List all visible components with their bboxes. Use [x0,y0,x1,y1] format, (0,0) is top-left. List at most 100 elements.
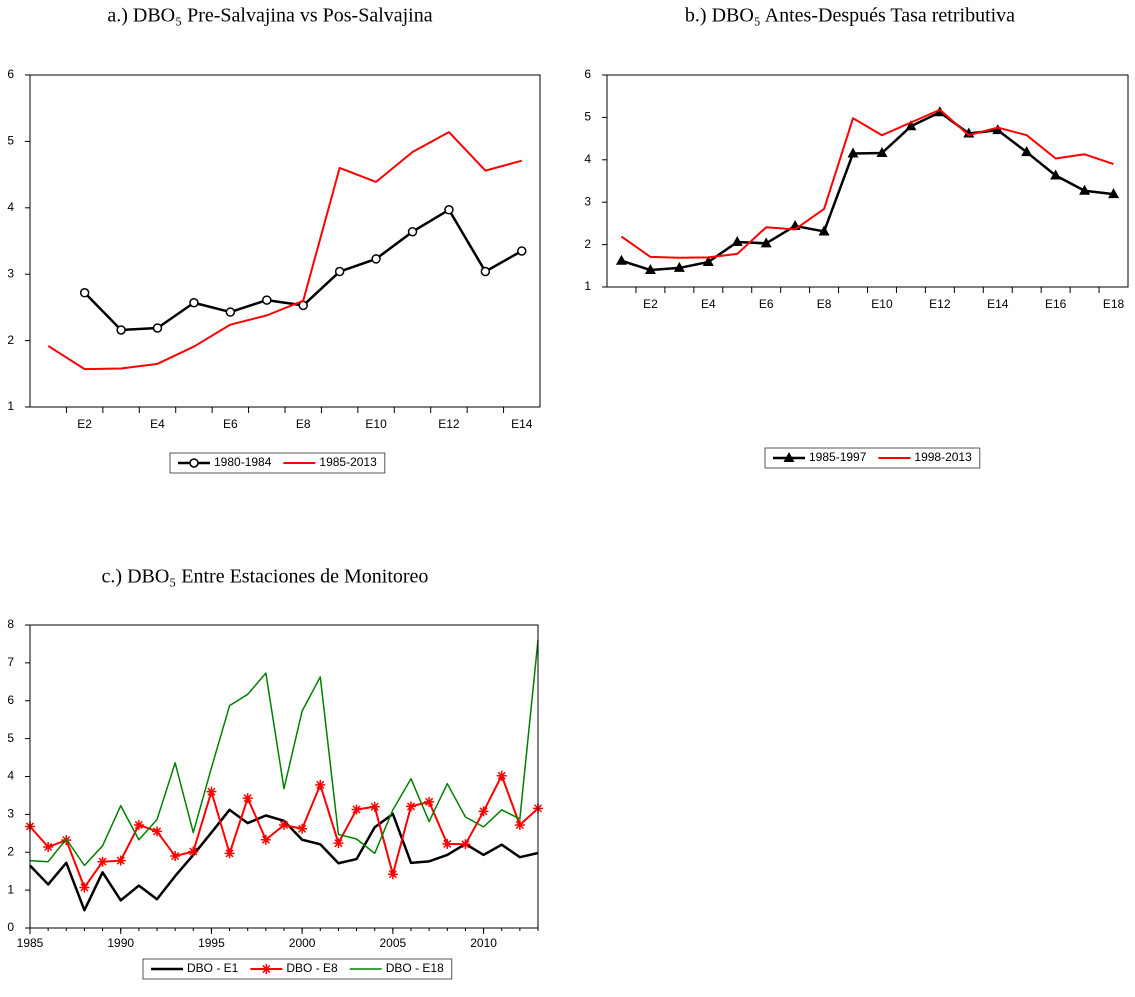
x-tick-label: E18 [1103,297,1125,311]
legend-label: 1985-1997 [809,450,867,464]
legend-label: 1985-2013 [319,455,377,469]
x-tick-label: 1995 [198,936,225,950]
y-tick-label: 6 [7,693,14,707]
y-tick-label: 4 [7,200,14,214]
marker [480,266,491,277]
marker [371,254,381,264]
y-tick-label: 3 [7,807,14,821]
y-tick-label: 2 [7,844,14,858]
y-tick-label: 7 [7,655,14,669]
legend-box [764,447,981,469]
chart-title: b.) DBO₅ Antes-Después Tasa retributiva [685,5,1015,27]
x-tick-label: E4 [701,297,716,311]
legend-label: DBO - E18 [386,961,444,975]
x-tick-label: E10 [871,297,893,311]
legend-label: DBO - E1 [187,961,239,975]
marker [170,851,181,862]
marker [225,307,236,317]
chart: c.) DBO₅ Entre Estaciones de Monitoreo 19… [7,566,543,980]
x-tick-label: 1985 [17,936,44,950]
legend: DBO - E1 DBO - E8 DBO - E18 [142,958,453,980]
marker [1079,184,1091,195]
marker [189,298,199,308]
chart-title: c.) DBO₅ Entre Estaciones de Monitoreo [102,566,429,588]
marker [731,236,743,247]
x-tick-label: E6 [759,297,774,311]
marker [905,120,917,131]
marker [673,261,685,272]
y-tick-label: 4 [584,152,591,166]
legend-label: 1998-2013 [914,450,972,464]
y-tick-label: 1 [7,399,14,413]
marker [615,254,627,265]
y-tick-label: 5 [584,110,591,124]
marker [496,770,507,781]
marker [406,801,416,812]
marker [297,823,308,834]
y-tick-label: 3 [7,266,14,280]
marker [262,295,272,305]
x-tick-label: E8 [296,417,311,431]
x-tick-label: E12 [438,417,460,431]
marker [876,147,888,158]
y-tick-label: 2 [7,333,14,347]
marker [934,106,946,117]
x-tick-label: E8 [817,297,832,311]
marker [351,804,362,815]
marker [206,786,217,797]
legend-label: 1980-1984 [214,455,272,469]
y-tick-label: 0 [7,920,14,934]
legend: 1985-1997 1998-2013 [764,447,981,469]
legend-box [169,452,386,474]
marker [333,838,344,849]
marker [444,205,454,215]
chart-title: a.) DBO₅ Pre-Salvajina vs Pos-Salvajina [107,5,432,27]
y-tick-label: 4 [7,769,14,783]
marker [260,834,271,845]
series-line [83,208,523,332]
x-tick-label: E10 [365,417,387,431]
legend-marker [783,452,795,462]
y-tick-label: 8 [7,617,14,631]
series-line [620,108,1114,259]
y-tick-label: 6 [584,67,591,81]
marker [760,237,772,248]
marker [116,325,126,335]
marker [115,855,126,866]
x-tick-label: 2000 [289,936,316,950]
marker [424,796,435,807]
marker [1021,146,1033,157]
marker [188,846,199,857]
marker [407,226,418,237]
x-tick-label: E14 [987,297,1009,311]
x-tick-label: 2005 [380,936,407,950]
legend-label: DBO - E8 [286,961,338,975]
marker [442,838,453,849]
series-line [621,111,1114,272]
marker [133,819,144,830]
y-tick-label: 1 [7,882,14,896]
chart: b.) DBO₅ Antes-Después Tasa retributiva E… [584,5,1129,469]
y-tick-label: 5 [7,134,14,148]
x-tick-label: E12 [929,297,951,311]
marker [315,779,326,790]
marker [702,255,714,266]
marker [152,826,162,837]
legend: 1980-1984 1985-2013 [169,452,386,474]
marker [242,793,253,804]
chart: a.) DBO₅ Pre-Salvajina vs Pos-Salvajina E… [7,5,541,474]
x-tick-label: E2 [77,417,92,431]
x-tick-label: E16 [1045,297,1067,311]
y-tick-label: 1 [584,279,591,293]
y-tick-label: 6 [7,67,14,81]
series-line [29,640,539,867]
marker [43,841,54,852]
plot-frame [29,74,541,408]
series-line [29,774,539,889]
marker [79,288,90,298]
marker [279,819,289,830]
marker [478,806,489,817]
legend-marker [261,964,272,974]
legend-box [142,958,453,980]
